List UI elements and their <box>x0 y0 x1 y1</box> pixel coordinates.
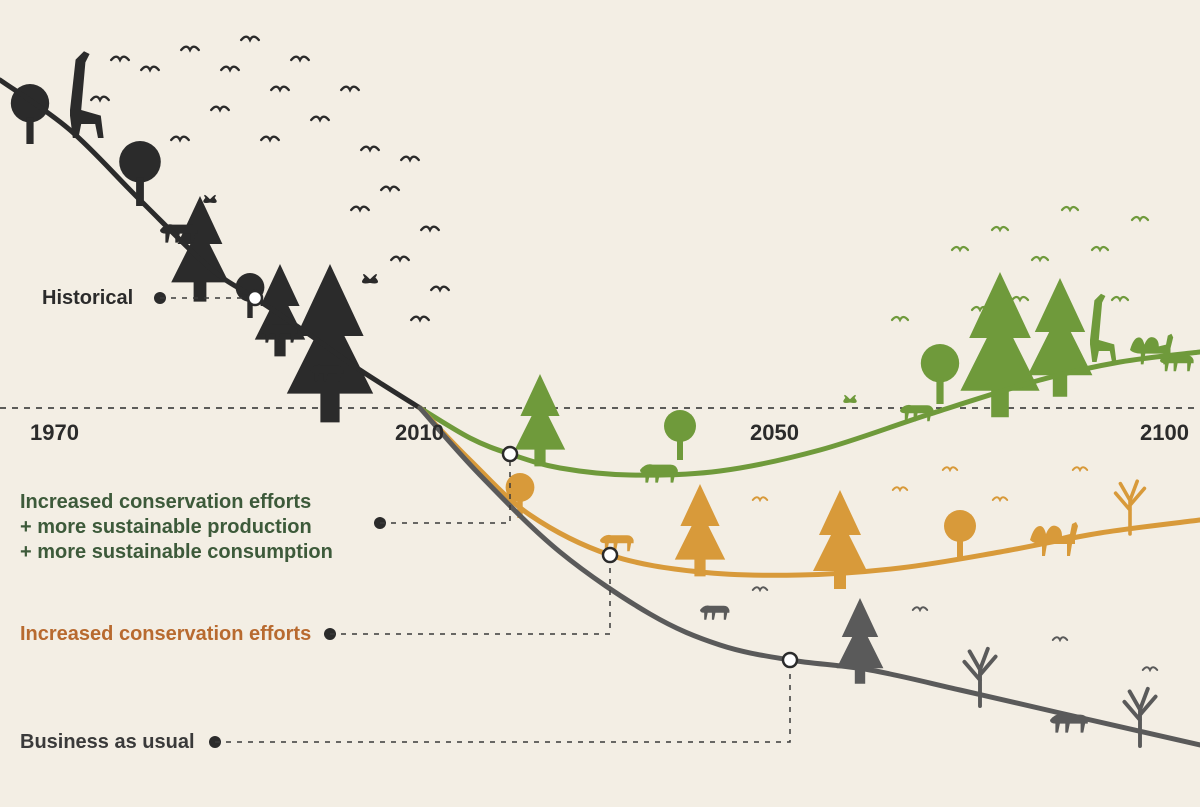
x-tick-2100: 2100 <box>1140 420 1189 446</box>
legend-green: Increased conservation efforts + more su… <box>20 490 333 565</box>
biodiversity-scenarios-chart: 1970 2010 2050 2100 Historical Increased… <box>0 0 1200 807</box>
x-tick-2050: 2050 <box>750 420 799 446</box>
x-tick-2010: 2010 <box>395 420 444 446</box>
x-tick-1970: 1970 <box>30 420 79 446</box>
legend-historical: Historical <box>42 286 133 311</box>
chart-svg <box>0 0 1200 807</box>
legend-grey: Business as usual <box>20 730 195 755</box>
legend-orange: Increased conservation efforts <box>20 622 311 647</box>
